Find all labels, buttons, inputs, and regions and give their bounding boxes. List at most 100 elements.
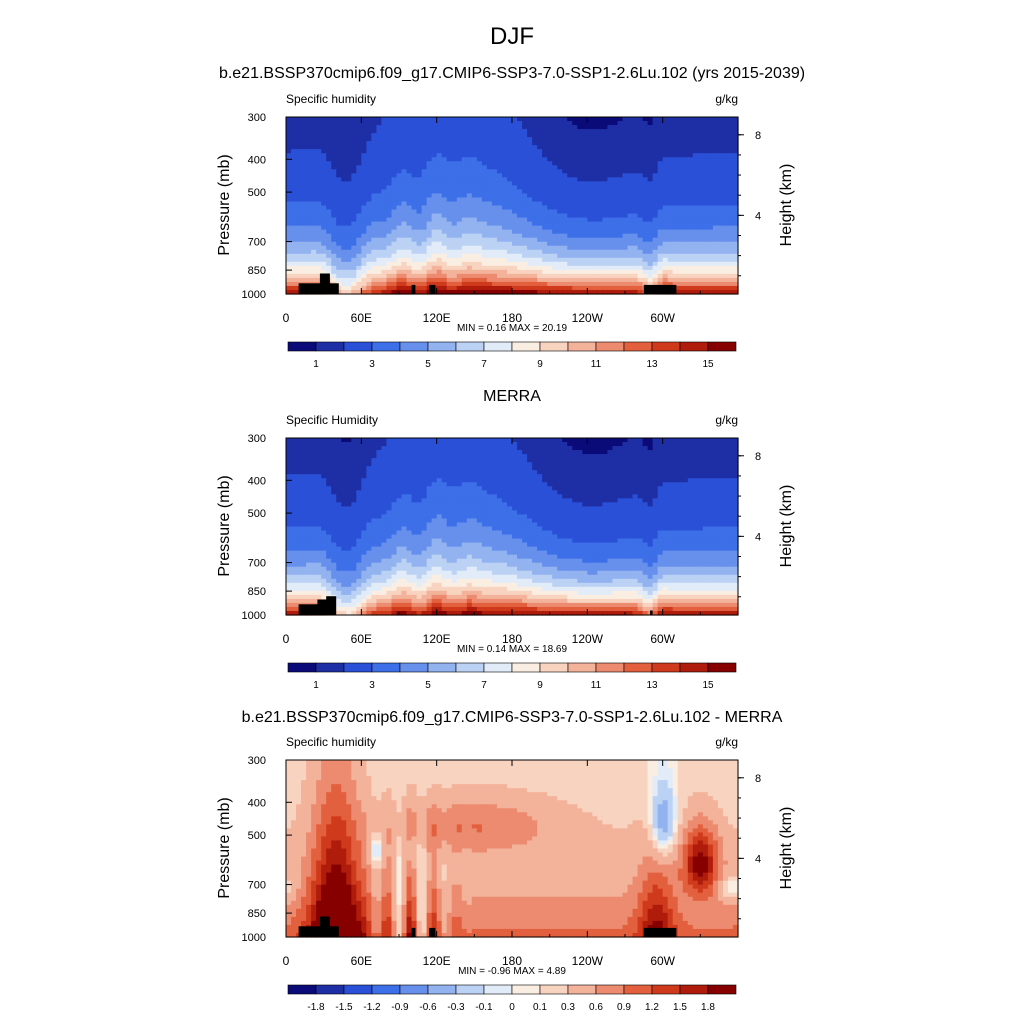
field-cell [331,442,337,447]
field-cell [522,209,528,215]
field-cell [431,462,438,467]
field-cell [557,474,563,479]
field-cell [431,197,438,203]
field-cell [316,193,322,199]
field-cell [732,149,739,154]
field-cell [667,213,674,219]
field-cell [341,137,347,142]
field-cell [657,438,664,443]
field-cell [707,189,714,195]
field-cell [522,470,528,475]
field-cell [547,197,553,203]
field-cell [622,277,629,283]
field-cell [326,189,332,195]
field-cell [577,253,583,259]
field-cell [592,269,598,275]
field-cell [466,217,473,223]
field-cell [466,470,473,475]
field-cell [627,117,634,122]
field-cell [562,121,568,126]
field-cell [366,277,372,283]
field-cell [431,153,438,158]
field-cell [501,261,508,267]
field-cell [632,197,639,203]
field-cell [331,169,337,174]
field-cell [557,249,563,255]
field-cell [416,446,423,451]
field-cell [527,253,533,259]
field-cell [582,245,588,251]
field-cell [537,165,543,170]
field-cell [537,173,543,178]
field-cell [512,470,518,475]
field-cell [557,281,563,287]
field-cell [657,450,664,455]
field-cell [512,225,518,231]
field-cell [381,462,388,467]
field-cell [587,454,593,459]
field-cell [491,153,498,158]
field-cell [517,466,523,471]
field-cell [381,185,388,191]
field-cell [446,141,453,146]
field-cell [306,149,312,154]
field-cell [501,181,508,186]
field-cell [481,161,488,166]
field-cell [732,157,739,162]
field-cell [401,225,408,231]
field-cell [486,117,493,122]
field-cell [717,237,724,243]
field-cell [366,169,372,174]
field-cell [582,257,588,263]
field-cell [537,446,543,451]
field-cell [476,145,483,150]
field-cell [321,117,327,122]
field-cell [557,253,563,259]
field-cell [306,205,312,211]
field-cell [517,237,523,243]
field-cell [657,185,664,191]
field-cell [562,233,568,239]
field-cell [431,185,438,191]
field-cell [291,153,297,158]
field-cell [291,450,297,455]
field-cell [506,289,513,295]
field-cell [712,450,719,455]
field-cell [612,125,619,130]
field-cell [707,153,714,158]
field-cell [667,257,674,263]
field-cell [501,462,508,467]
field-cell [331,129,337,134]
field-cell [366,474,372,479]
field-cell [567,205,573,211]
field-cell [667,157,674,162]
field-cell [517,289,523,295]
field-cell [562,149,568,154]
field-cell [707,217,714,223]
field-cell [627,189,634,195]
field-cell [547,201,553,207]
field-cell [687,141,694,146]
field-cell [376,165,383,170]
field-cell [697,281,704,287]
field-cell [301,442,307,447]
field-cell [361,189,367,195]
field-cell [301,185,307,191]
field-cell [296,125,302,130]
field-cell [321,233,327,239]
field-cell [376,466,383,471]
field-cell [667,466,674,471]
field-cell [592,153,598,158]
field-cell [436,177,443,182]
field-cell [637,458,644,463]
field-cell [456,245,463,251]
field-cell [381,285,388,291]
field-cell [542,446,548,451]
field-cell [446,273,453,279]
field-cell [436,189,443,195]
field-cell [431,165,438,170]
field-cell [331,458,337,463]
field-cell [572,129,578,134]
field-cell [291,281,297,287]
field-cell [542,157,548,162]
